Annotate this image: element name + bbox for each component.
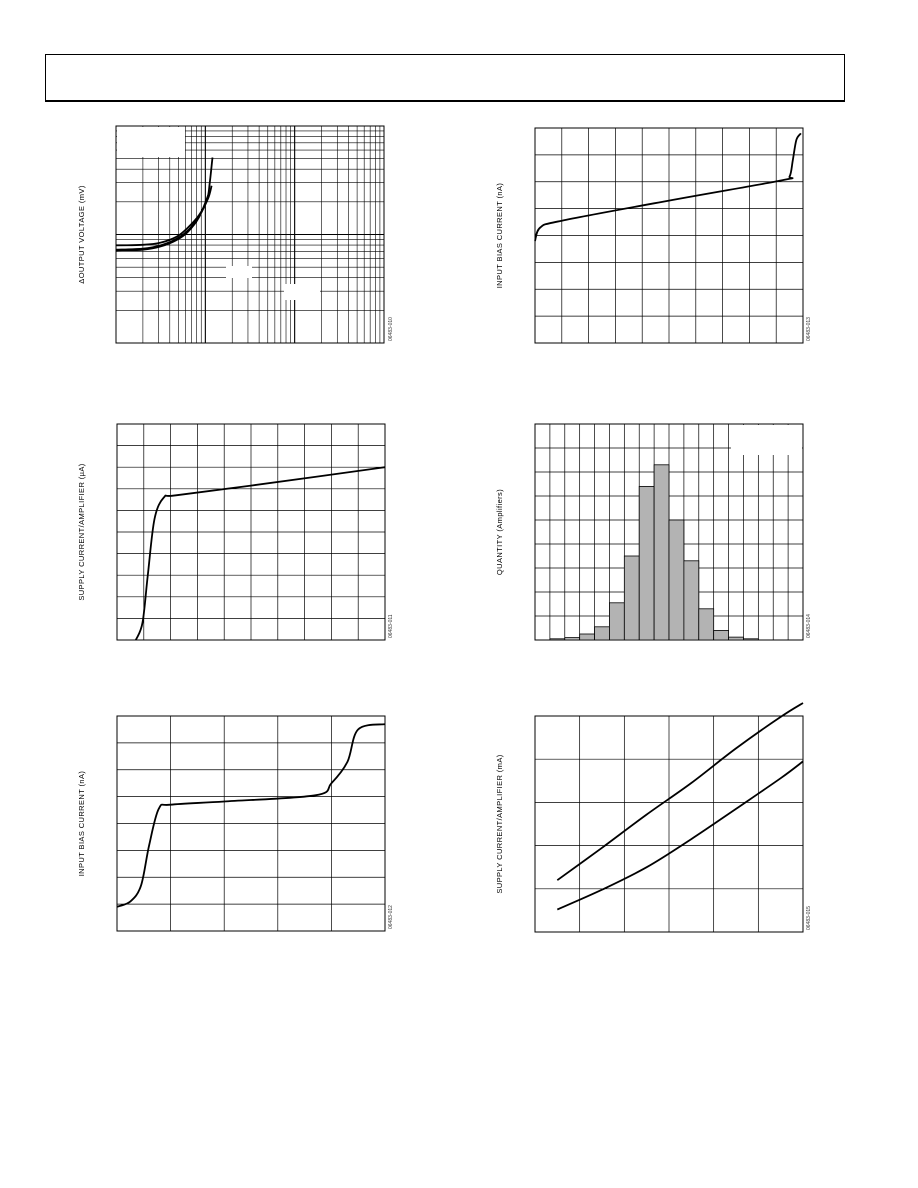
histogram-bar xyxy=(609,602,625,641)
page-header-box xyxy=(45,54,845,102)
annotation-blank xyxy=(284,284,320,300)
figure-code: 06483-014 xyxy=(806,614,812,638)
annotation-blank xyxy=(117,127,185,157)
series-line xyxy=(115,157,214,251)
y-axis-label: SUPPLY CURRENT/AMPLIFIER (mA) xyxy=(495,754,504,893)
y-axis-label: QUANTITY (Amplifiers) xyxy=(495,489,504,575)
y-axis-label: INPUT BIAS CURRENT (nA) xyxy=(495,183,504,289)
histogram-bar xyxy=(623,555,640,641)
figure-code: 06483-015 xyxy=(806,906,812,930)
legend-blank xyxy=(731,425,802,455)
chart-input-bias-current-left: INPUT BIAS CURRENT (nA) 06483-012 xyxy=(77,715,394,932)
chart-quantity-histogram: QUANTITY (Amplifiers) 06483-014 xyxy=(495,423,812,641)
chart-input-bias-current-right: INPUT BIAS CURRENT (nA) 06483-013 xyxy=(495,127,812,344)
series-line xyxy=(534,132,802,242)
series-line xyxy=(115,192,210,252)
y-axis-label: SUPPLY CURRENT/AMPLIFIER (µA) xyxy=(77,463,86,600)
histogram-bar xyxy=(638,485,655,641)
histogram-bar xyxy=(698,608,715,641)
histogram-bar xyxy=(668,519,685,641)
series-line xyxy=(116,723,386,908)
chart-delta-output-voltage: ΔOUTPUT VOLTAGE (mV) 06483-010 xyxy=(77,125,394,344)
figure-code: 06483-013 xyxy=(806,317,812,341)
chart-supply-current-vs-supply: SUPPLY CURRENT/AMPLIFIER (µA) 06483-011 xyxy=(77,423,394,641)
histogram-bar xyxy=(653,464,670,641)
figure-code: 06483-011 xyxy=(388,614,394,638)
figure-code: 06483-010 xyxy=(388,317,394,341)
chart-supply-current-vs-temperature: SUPPLY CURRENT/AMPLIFIER (mA) 06483-015 xyxy=(495,702,812,933)
histogram-bar xyxy=(594,626,610,641)
histogram-bar xyxy=(683,560,700,641)
series-line xyxy=(556,702,804,881)
series-line xyxy=(134,466,386,641)
histogram-bar xyxy=(728,636,744,641)
histogram-bar xyxy=(743,638,759,641)
y-axis-label: INPUT BIAS CURRENT (nA) xyxy=(77,771,86,877)
annotation-blank xyxy=(226,266,252,278)
series-line xyxy=(115,185,213,247)
histogram-bar xyxy=(549,638,566,641)
series-line xyxy=(556,760,804,911)
y-axis-label: ΔOUTPUT VOLTAGE (mV) xyxy=(77,185,86,284)
histogram-bar xyxy=(579,633,595,641)
histogram-bar xyxy=(713,630,729,641)
histogram-bar xyxy=(564,637,581,641)
figure-code: 06483-012 xyxy=(388,905,394,929)
